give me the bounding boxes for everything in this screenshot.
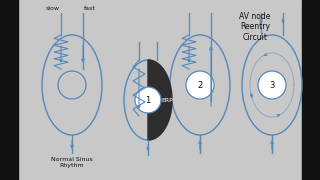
Text: ERP: ERP [161, 98, 173, 102]
Text: 1: 1 [145, 96, 151, 105]
Circle shape [135, 87, 161, 113]
Text: 3: 3 [269, 80, 275, 89]
Text: Normal Sinus
Rhythm: Normal Sinus Rhythm [51, 157, 93, 168]
Ellipse shape [170, 35, 230, 135]
Text: fast: fast [84, 6, 96, 11]
Circle shape [186, 71, 214, 99]
Ellipse shape [124, 60, 172, 140]
Polygon shape [302, 0, 320, 180]
Text: 2: 2 [197, 80, 203, 89]
Ellipse shape [242, 35, 302, 135]
Polygon shape [148, 60, 172, 140]
Polygon shape [0, 0, 18, 180]
Circle shape [258, 71, 286, 99]
Circle shape [58, 71, 86, 99]
Text: slow: slow [46, 6, 60, 11]
Ellipse shape [42, 35, 102, 135]
Text: AV node
Reentry
Circuit: AV node Reentry Circuit [239, 12, 271, 42]
